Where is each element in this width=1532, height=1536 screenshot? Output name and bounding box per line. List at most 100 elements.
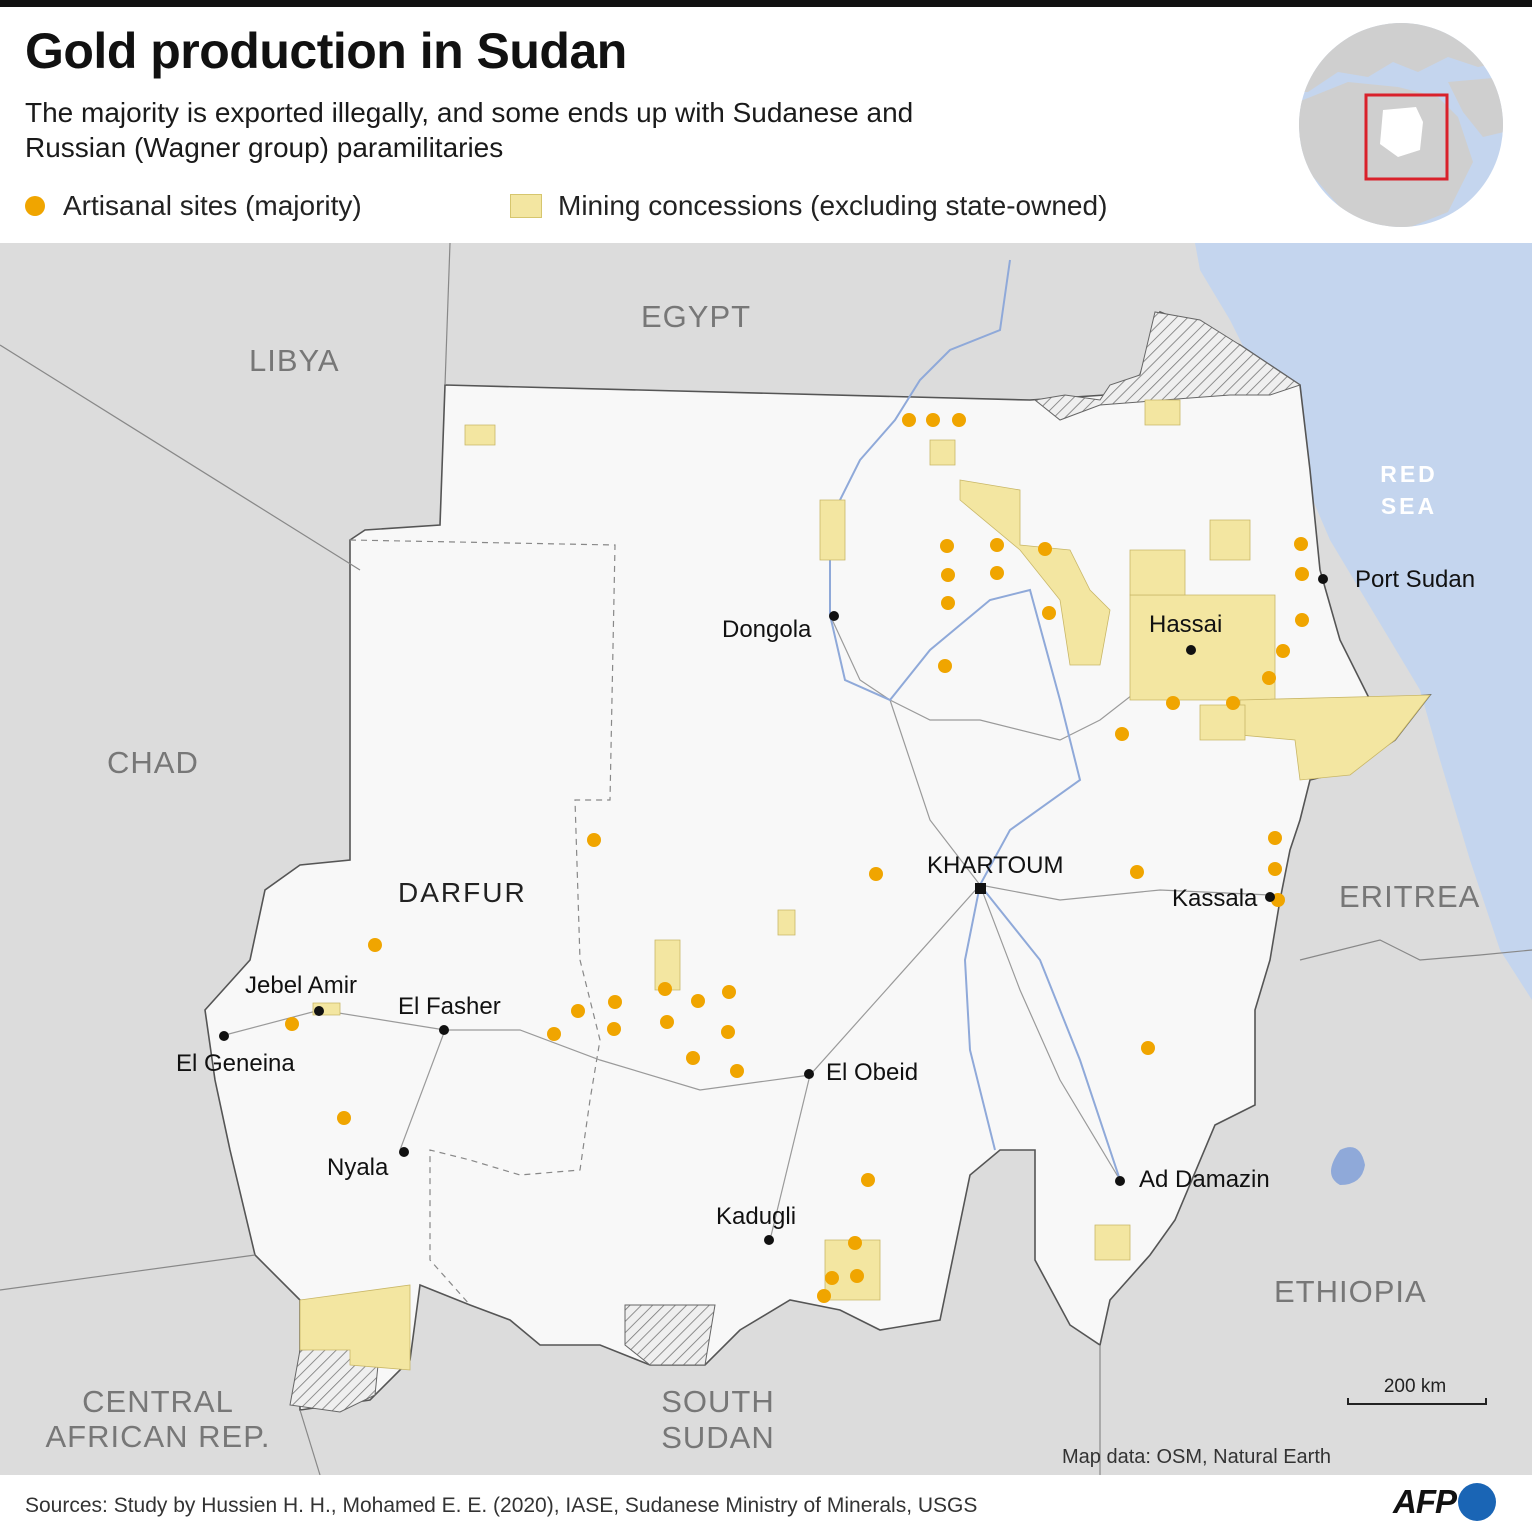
label-ethiopia: ETHIOPIA xyxy=(1274,1274,1427,1309)
artisanal-site xyxy=(571,1004,585,1018)
chad-car-border xyxy=(0,1254,256,1291)
artisanal-site xyxy=(1268,862,1282,876)
artisanal-site xyxy=(660,1015,674,1029)
road-kadugli xyxy=(769,1074,811,1241)
city-marker xyxy=(1318,574,1328,584)
legend-artisanal-label: Artisanal sites (majority) xyxy=(63,190,362,221)
artisanal-site xyxy=(941,568,955,582)
label-dongola: Dongola xyxy=(722,616,812,643)
afp-logo-circle xyxy=(1458,1483,1496,1521)
concession xyxy=(777,909,796,936)
page-title: Gold production in Sudan xyxy=(25,23,627,79)
label-port-sudan: Port Sudan xyxy=(1355,566,1475,593)
abyei-area xyxy=(624,1304,716,1366)
concession xyxy=(464,424,496,446)
locator-globe xyxy=(1299,23,1503,227)
country-labels: LIBYA EGYPT CHAD CENTRAL AFRICAN REP. SO… xyxy=(45,299,1479,1455)
map: LIBYA EGYPT CHAD CENTRAL AFRICAN REP. SO… xyxy=(0,243,1532,1475)
label-darfur: DARFUR xyxy=(398,877,527,908)
globe-africa xyxy=(1299,82,1473,227)
roads xyxy=(224,614,1271,1241)
artisanal-site xyxy=(926,413,940,427)
artisanal-site xyxy=(607,1022,621,1036)
road-north xyxy=(829,614,1191,741)
artisanal-site xyxy=(1130,865,1144,879)
concession xyxy=(654,939,681,991)
globe-europe xyxy=(1299,23,1503,92)
afp-logo-text: AFP xyxy=(1393,1483,1457,1520)
label-kassala: Kassala xyxy=(1172,885,1258,912)
artisanal-site xyxy=(940,539,954,553)
city-marker xyxy=(829,611,839,621)
legend-concessions-label: Mining concessions (excluding state-owne… xyxy=(558,190,1108,221)
white-nile xyxy=(963,884,996,1151)
label-chad: CHAD xyxy=(107,745,199,780)
artisanal-site xyxy=(990,566,1004,580)
scale-bar: 200 km xyxy=(1347,1376,1487,1405)
scale-label: 200 km xyxy=(1384,1376,1446,1397)
artisanal-site xyxy=(722,985,736,999)
capital-marker xyxy=(975,883,986,894)
label-libya: LIBYA xyxy=(249,343,340,378)
artisanal-site xyxy=(825,1271,839,1285)
artisanal-site xyxy=(938,659,952,673)
sources: Sources: Study by Hussien H. H., Mohamed… xyxy=(25,1494,978,1517)
car-south-sudan-border xyxy=(299,1409,321,1475)
artisanal-site xyxy=(730,1064,744,1078)
city-marker xyxy=(399,1147,409,1157)
rivers xyxy=(829,259,1121,1181)
artisanal-site xyxy=(902,413,916,427)
libya-chad-border xyxy=(0,344,361,571)
artisanal-site xyxy=(686,1051,700,1065)
concession xyxy=(1239,694,1431,781)
legend-artisanal: Artisanal sites (majority) xyxy=(25,190,362,222)
artisanal-site xyxy=(368,938,382,952)
label-nyala: Nyala xyxy=(327,1154,389,1181)
sudan-territory xyxy=(204,310,1432,1411)
artisanal-site xyxy=(1115,727,1129,741)
label-south-sudan-line1: SOUTH xyxy=(661,1384,775,1419)
city-marker xyxy=(314,1006,324,1016)
page-subtitle: The majority is exported illegally, and … xyxy=(25,97,914,163)
artisanal-site xyxy=(1038,542,1052,556)
legend-concessions: Mining concessions (excluding state-owne… xyxy=(510,190,1107,222)
city-marker xyxy=(1115,1176,1125,1186)
artisanal-site xyxy=(658,982,672,996)
concession xyxy=(929,439,956,466)
artisanal-site xyxy=(869,867,883,881)
locator-frame xyxy=(1364,93,1449,181)
artisanal-site xyxy=(1295,567,1309,581)
label-south-sudan-line2: SUDAN xyxy=(661,1420,775,1455)
artisanal-site xyxy=(721,1025,735,1039)
concession xyxy=(1094,1224,1131,1261)
red-sea xyxy=(1195,243,1532,1000)
label-egypt: EGYPT xyxy=(641,299,751,334)
label-ad-damazin: Ad Damazin xyxy=(1139,1166,1270,1193)
globe-arabia xyxy=(1448,77,1503,137)
eritrea-ethiopia-border xyxy=(1299,939,1532,961)
label-khartoum: KHARTOUM xyxy=(927,852,1063,879)
libya-egypt-border xyxy=(444,243,451,386)
concession xyxy=(1129,549,1186,596)
label-hassai: Hassai xyxy=(1149,611,1222,638)
city-marker xyxy=(1265,892,1275,902)
road-south-east xyxy=(979,884,1121,1181)
label-kadugli: Kadugli xyxy=(716,1203,796,1230)
artisanal-site xyxy=(952,413,966,427)
concession xyxy=(959,479,1111,666)
artisanal-site xyxy=(587,833,601,847)
artisanal-site xyxy=(850,1269,864,1283)
road-west xyxy=(445,884,981,1091)
artisanal-site xyxy=(1276,644,1290,658)
darfur-boundary xyxy=(349,539,616,1306)
concession xyxy=(1144,399,1181,426)
concession xyxy=(819,499,846,561)
city-marker xyxy=(1186,645,1196,655)
artisanal-site xyxy=(817,1289,831,1303)
map-credit: Map data: OSM, Natural Earth xyxy=(1062,1446,1331,1468)
artisanal-site xyxy=(1294,537,1308,551)
artisanal-site xyxy=(608,995,622,1009)
concessions xyxy=(299,399,1431,1371)
city-marker xyxy=(804,1069,814,1079)
artisanal-site xyxy=(1268,831,1282,845)
